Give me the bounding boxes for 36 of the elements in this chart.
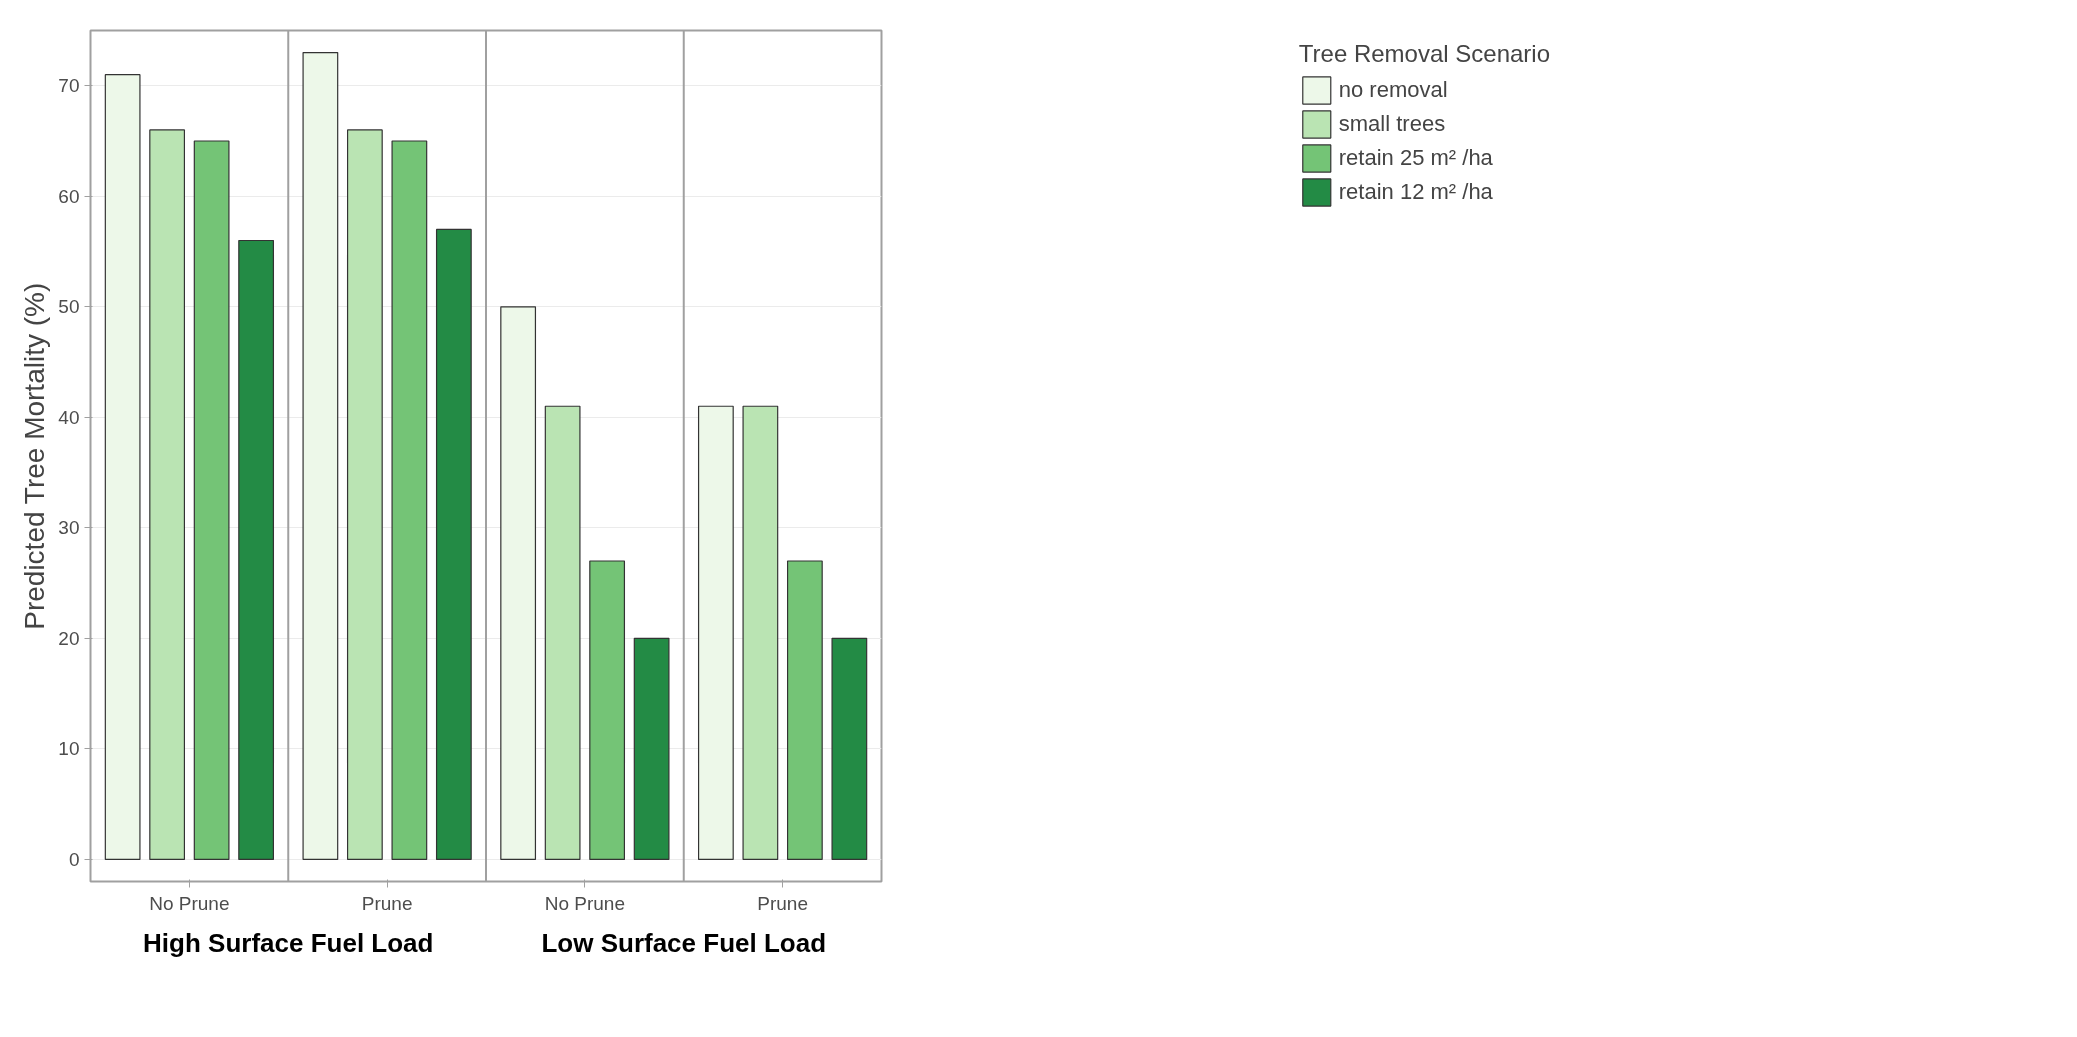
bar [435, 228, 472, 860]
bar [786, 560, 823, 860]
text: Low Surface Fuel Load [541, 927, 827, 958]
legend-label: no removal [1338, 77, 1448, 103]
bar [500, 306, 537, 860]
bar [831, 637, 868, 860]
legend-title: Tree Removal Scenario [1298, 40, 1550, 68]
bar [346, 129, 383, 860]
y-tick-label: 70 [58, 75, 80, 97]
legend-label: retain 25 m² /ha [1338, 145, 1493, 171]
bar [391, 140, 428, 860]
bar [589, 560, 626, 860]
bar [544, 405, 581, 860]
text: High Surface Fuel Load [143, 927, 434, 958]
y-tick-label: 30 [58, 517, 80, 539]
x-tick-label: No Prune [149, 892, 230, 914]
bar [149, 129, 186, 860]
y-tick-label: 20 [58, 627, 80, 649]
y-tick-label: 40 [58, 406, 80, 428]
y-tick-label: 50 [58, 296, 80, 318]
bar [302, 52, 339, 860]
bar [697, 405, 734, 860]
x-tick-label: No Prune [544, 892, 626, 914]
y-tick-label: 60 [58, 185, 80, 207]
bar [104, 74, 141, 860]
y-tick-label: 10 [58, 738, 80, 760]
bar [238, 239, 275, 860]
legend-label: small trees [1338, 111, 1446, 137]
legend-label: retain 12 m² /ha [1338, 179, 1493, 205]
bar [193, 140, 230, 860]
bar [742, 405, 779, 860]
bar [633, 637, 670, 860]
x-tick-label: Prune [757, 892, 808, 914]
y-tick-label: 0 [68, 848, 80, 870]
y-axis-title: Predicted Tree Mortality (%) [19, 282, 51, 630]
x-tick-label: Prune [361, 892, 413, 914]
